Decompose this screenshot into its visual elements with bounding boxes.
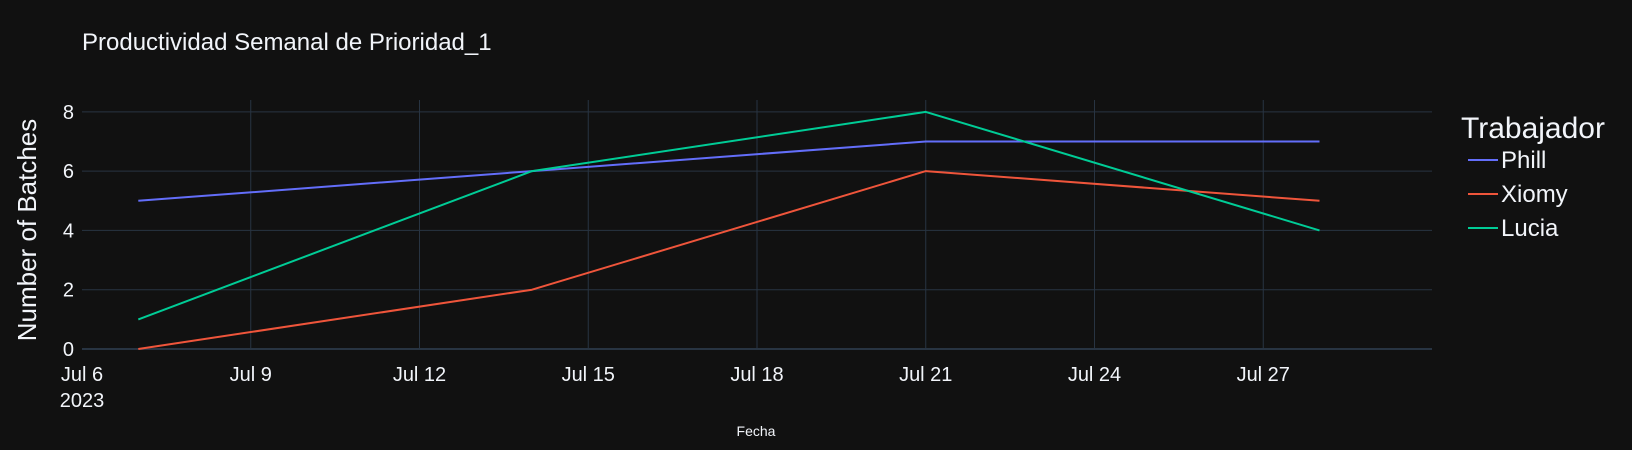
- x-tick-label: Jul 24: [1068, 364, 1121, 386]
- legend-title: Trabajador: [1461, 112, 1605, 145]
- x-tick-sublabel: 2023: [60, 390, 105, 412]
- y-tick-label: 4: [63, 220, 74, 242]
- series-line-lucia[interactable]: [137, 110, 1320, 321]
- y-axis-title: Number of Batches: [12, 119, 42, 342]
- x-tick-label: Jul 9: [230, 364, 272, 386]
- series-line-phill[interactable]: [138, 140, 1320, 202]
- legend[interactable]: Trabajador Phill Xiomy Lucia: [1461, 112, 1605, 242]
- y-tick-label: 2: [63, 280, 74, 302]
- y-tick-label: 8: [63, 102, 74, 124]
- series-line-xiomy[interactable]: [138, 170, 1320, 350]
- tick-labels: 0 2 4 6 8 Jul 6 2023 Jul 9 Jul 12 Jul 15 Jul 18 Jul…: [60, 102, 1290, 412]
- legend-item-phill[interactable]: Phill: [1501, 147, 1546, 174]
- legend-item-lucia[interactable]: Lucia: [1501, 215, 1559, 242]
- x-tick-label: Jul 18: [730, 364, 783, 386]
- x-tick-label: Jul 12: [393, 364, 446, 386]
- legend-item-xiomy[interactable]: Xiomy: [1501, 181, 1568, 208]
- x-tick-label: Jul 21: [899, 364, 952, 386]
- series-lines: [137, 110, 1320, 350]
- y-tick-label: 6: [63, 161, 74, 183]
- x-axis-title: Fecha: [737, 423, 776, 439]
- chart-title: Productividad Semanal de Prioridad_1: [82, 29, 492, 56]
- y-tick-label: 0: [63, 339, 74, 361]
- x-tick-label: Jul 6: [61, 364, 103, 386]
- x-tick-label: Jul 27: [1237, 364, 1290, 386]
- x-tick-label: Jul 15: [562, 364, 615, 386]
